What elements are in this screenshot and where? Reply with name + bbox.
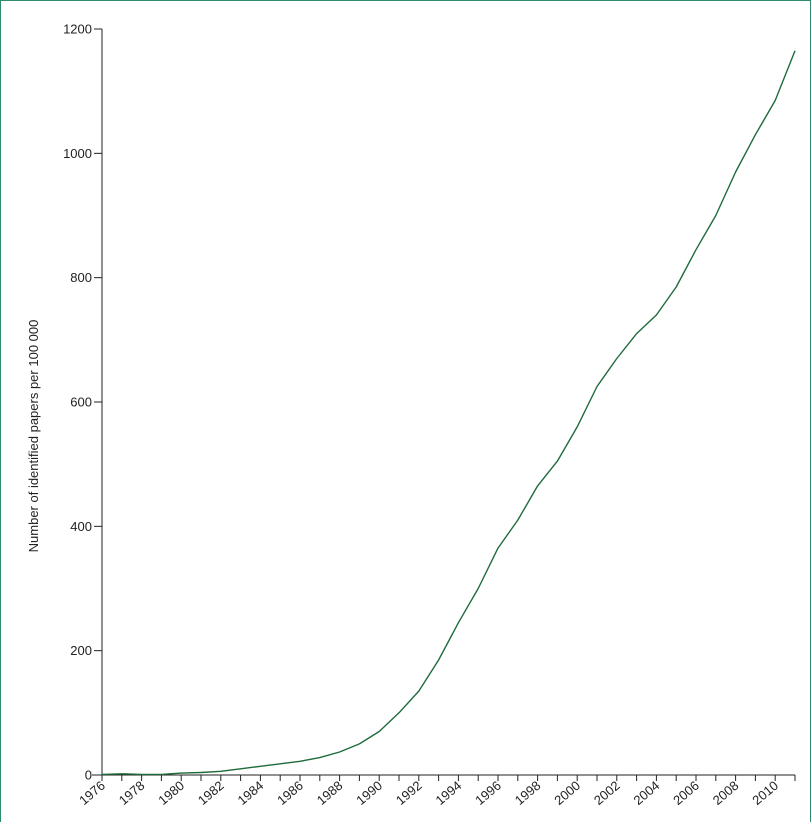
- x-tick-label: 2004: [631, 778, 663, 808]
- x-tick-label: 2008: [710, 778, 742, 808]
- x-tick-label: 1978: [116, 778, 148, 808]
- x-tick-label: 1994: [433, 778, 465, 808]
- y-tick-label: 1000: [63, 146, 92, 161]
- y-axis: 0 200 400 600 800 1000 1200: [63, 22, 103, 783]
- x-tick-label: 1998: [512, 778, 544, 808]
- series-layer: [101, 50, 796, 776]
- x-tick-label: 1976: [76, 778, 108, 808]
- x-tick-label: 1996: [472, 778, 504, 808]
- y-tick-label: 200: [70, 643, 92, 658]
- y-tick-label: 1200: [63, 22, 92, 37]
- y-tick-label: 800: [70, 270, 92, 285]
- x-tick-label: 2010: [749, 778, 781, 808]
- y-tick-label: 0: [85, 768, 92, 783]
- y-axis-title: Number of identified papers per 100 000: [26, 320, 41, 553]
- x-axis: 1976 1978 1980 1982 1984 1986 1988 1990 1992 1994…: [76, 774, 796, 808]
- x-tick-label: 2002: [591, 778, 623, 808]
- x-tick-label: 1980: [155, 778, 187, 808]
- x-tick-label: 1992: [393, 778, 425, 808]
- series-line: [101, 50, 796, 776]
- y-tick-label: 400: [70, 519, 92, 534]
- x-tick-label: 2006: [670, 778, 702, 808]
- x-tick-label: 1986: [274, 778, 306, 808]
- x-tick-label: 1982: [195, 778, 227, 808]
- x-tick-label: 1990: [353, 778, 385, 808]
- y-tick-label: 600: [70, 395, 92, 410]
- x-tick-label: 1984: [235, 778, 267, 808]
- x-tick-label: 1988: [314, 778, 346, 808]
- x-tick-label: 2000: [551, 778, 583, 808]
